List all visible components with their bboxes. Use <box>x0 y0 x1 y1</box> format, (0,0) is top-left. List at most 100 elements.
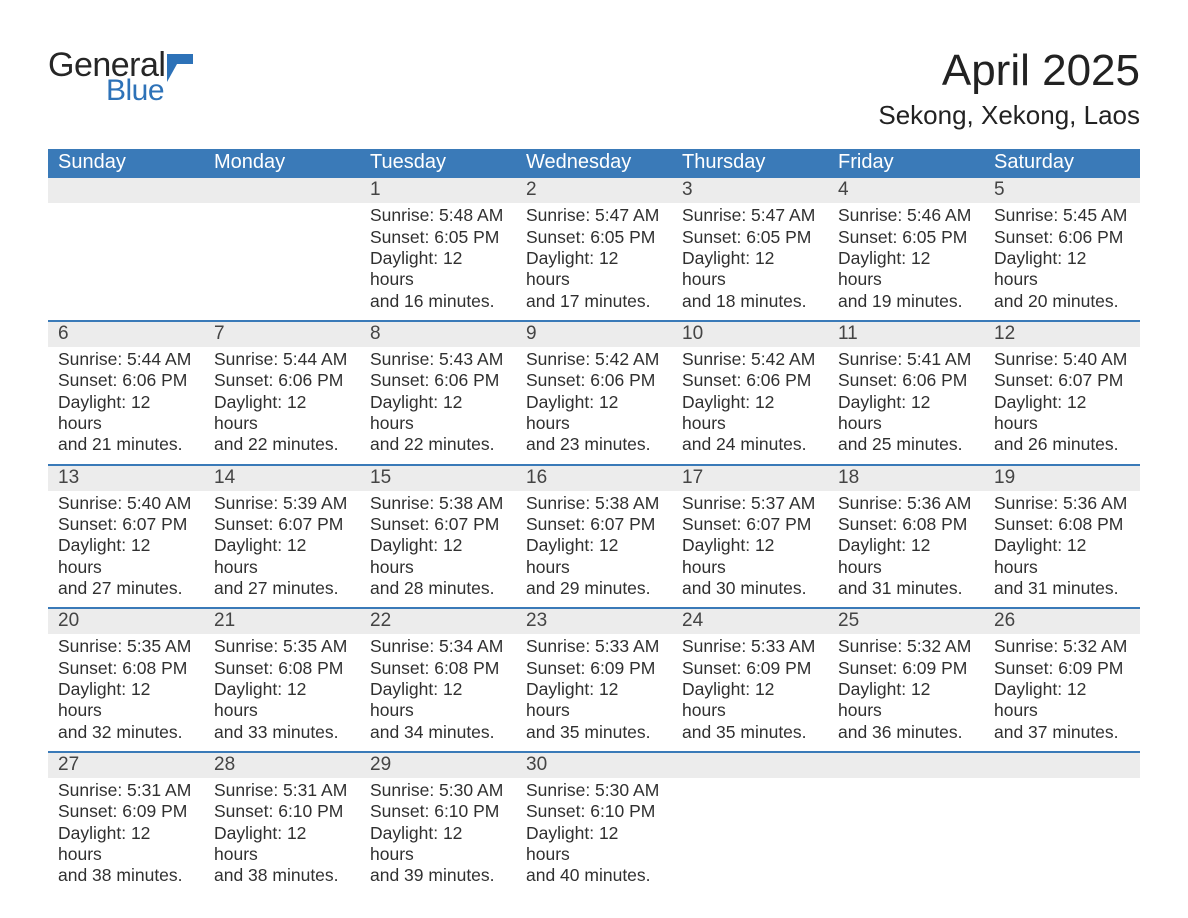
day-number: 1 <box>360 178 516 203</box>
day-details: Sunrise: 5:35 AMSunset: 6:08 PMDaylight:… <box>204 634 360 751</box>
day-number <box>828 751 984 778</box>
day-number: 16 <box>516 464 672 491</box>
day-details: Sunrise: 5:31 AMSunset: 6:10 PMDaylight:… <box>204 778 360 895</box>
day-details: Sunrise: 5:46 AMSunset: 6:05 PMDaylight:… <box>828 203 984 320</box>
calendar-cell: 26Sunrise: 5:32 AMSunset: 6:09 PMDayligh… <box>984 607 1140 751</box>
day-number: 27 <box>48 751 204 778</box>
calendar-week-row: 13Sunrise: 5:40 AMSunset: 6:07 PMDayligh… <box>48 464 1140 608</box>
weekday-header: Thursday <box>672 149 828 178</box>
weekday-header: Wednesday <box>516 149 672 178</box>
day-details: Sunrise: 5:35 AMSunset: 6:08 PMDaylight:… <box>48 634 204 751</box>
logo-word-2: Blue <box>106 76 165 106</box>
day-number: 2 <box>516 178 672 203</box>
calendar-cell: 25Sunrise: 5:32 AMSunset: 6:09 PMDayligh… <box>828 607 984 751</box>
day-details: Sunrise: 5:40 AMSunset: 6:07 PMDaylight:… <box>984 347 1140 464</box>
weekday-header: Monday <box>204 149 360 178</box>
header-bar: General Blue April 2025 Sekong, Xekong, … <box>48 48 1140 131</box>
day-number: 15 <box>360 464 516 491</box>
day-details: Sunrise: 5:30 AMSunset: 6:10 PMDaylight:… <box>516 778 672 895</box>
calendar-cell: 1Sunrise: 5:48 AMSunset: 6:05 PMDaylight… <box>360 178 516 320</box>
day-details: Sunrise: 5:38 AMSunset: 6:07 PMDaylight:… <box>360 491 516 608</box>
title-block: April 2025 Sekong, Xekong, Laos <box>878 48 1140 131</box>
day-number: 7 <box>204 320 360 347</box>
calendar-cell: 6Sunrise: 5:44 AMSunset: 6:06 PMDaylight… <box>48 320 204 464</box>
day-number: 24 <box>672 607 828 634</box>
calendar-cell: 15Sunrise: 5:38 AMSunset: 6:07 PMDayligh… <box>360 464 516 608</box>
day-details: Sunrise: 5:45 AMSunset: 6:06 PMDaylight:… <box>984 203 1140 320</box>
day-details: Sunrise: 5:47 AMSunset: 6:05 PMDaylight:… <box>516 203 672 320</box>
day-number: 5 <box>984 178 1140 203</box>
calendar-cell: 19Sunrise: 5:36 AMSunset: 6:08 PMDayligh… <box>984 464 1140 608</box>
day-number: 13 <box>48 464 204 491</box>
brand-logo: General Blue <box>48 48 201 106</box>
day-number: 8 <box>360 320 516 347</box>
calendar-cell: 3Sunrise: 5:47 AMSunset: 6:05 PMDaylight… <box>672 178 828 320</box>
day-number <box>48 178 204 203</box>
day-number: 6 <box>48 320 204 347</box>
day-number: 19 <box>984 464 1140 491</box>
calendar-cell: 21Sunrise: 5:35 AMSunset: 6:08 PMDayligh… <box>204 607 360 751</box>
calendar-cell: 27Sunrise: 5:31 AMSunset: 6:09 PMDayligh… <box>48 751 204 895</box>
day-number: 26 <box>984 607 1140 634</box>
calendar-cell: 9Sunrise: 5:42 AMSunset: 6:06 PMDaylight… <box>516 320 672 464</box>
weekday-header-row: SundayMondayTuesdayWednesdayThursdayFrid… <box>48 149 1140 178</box>
calendar-cell: 14Sunrise: 5:39 AMSunset: 6:07 PMDayligh… <box>204 464 360 608</box>
calendar-cell: 16Sunrise: 5:38 AMSunset: 6:07 PMDayligh… <box>516 464 672 608</box>
calendar-week-row: 20Sunrise: 5:35 AMSunset: 6:08 PMDayligh… <box>48 607 1140 751</box>
month-title: April 2025 <box>878 48 1140 94</box>
day-number: 12 <box>984 320 1140 347</box>
day-number: 30 <box>516 751 672 778</box>
day-details: Sunrise: 5:42 AMSunset: 6:06 PMDaylight:… <box>516 347 672 464</box>
day-number: 17 <box>672 464 828 491</box>
day-number <box>204 178 360 203</box>
day-details: Sunrise: 5:47 AMSunset: 6:05 PMDaylight:… <box>672 203 828 320</box>
calendar-cell: 17Sunrise: 5:37 AMSunset: 6:07 PMDayligh… <box>672 464 828 608</box>
day-number: 9 <box>516 320 672 347</box>
day-number: 4 <box>828 178 984 203</box>
calendar-cell: 11Sunrise: 5:41 AMSunset: 6:06 PMDayligh… <box>828 320 984 464</box>
day-number: 21 <box>204 607 360 634</box>
day-number: 3 <box>672 178 828 203</box>
day-details: Sunrise: 5:33 AMSunset: 6:09 PMDaylight:… <box>516 634 672 751</box>
weekday-header: Saturday <box>984 149 1140 178</box>
day-number <box>984 751 1140 778</box>
calendar-cell <box>672 751 828 895</box>
calendar-cell: 2Sunrise: 5:47 AMSunset: 6:05 PMDaylight… <box>516 178 672 320</box>
flag-icon <box>167 54 201 84</box>
calendar-cell: 20Sunrise: 5:35 AMSunset: 6:08 PMDayligh… <box>48 607 204 751</box>
day-number: 29 <box>360 751 516 778</box>
day-details: Sunrise: 5:34 AMSunset: 6:08 PMDaylight:… <box>360 634 516 751</box>
calendar-cell <box>48 178 204 320</box>
day-details: Sunrise: 5:37 AMSunset: 6:07 PMDaylight:… <box>672 491 828 608</box>
calendar-cell: 30Sunrise: 5:30 AMSunset: 6:10 PMDayligh… <box>516 751 672 895</box>
day-number: 14 <box>204 464 360 491</box>
calendar-cell: 8Sunrise: 5:43 AMSunset: 6:06 PMDaylight… <box>360 320 516 464</box>
day-details: Sunrise: 5:31 AMSunset: 6:09 PMDaylight:… <box>48 778 204 895</box>
day-number: 25 <box>828 607 984 634</box>
weekday-header: Tuesday <box>360 149 516 178</box>
day-details: Sunrise: 5:33 AMSunset: 6:09 PMDaylight:… <box>672 634 828 751</box>
calendar-cell <box>828 751 984 895</box>
day-details: Sunrise: 5:32 AMSunset: 6:09 PMDaylight:… <box>828 634 984 751</box>
day-details: Sunrise: 5:32 AMSunset: 6:09 PMDaylight:… <box>984 634 1140 751</box>
day-number: 20 <box>48 607 204 634</box>
day-number: 11 <box>828 320 984 347</box>
day-number: 28 <box>204 751 360 778</box>
calendar-cell: 28Sunrise: 5:31 AMSunset: 6:10 PMDayligh… <box>204 751 360 895</box>
calendar-cell: 22Sunrise: 5:34 AMSunset: 6:08 PMDayligh… <box>360 607 516 751</box>
day-details: Sunrise: 5:39 AMSunset: 6:07 PMDaylight:… <box>204 491 360 608</box>
calendar-grid: SundayMondayTuesdayWednesdayThursdayFrid… <box>48 149 1140 895</box>
calendar-cell: 23Sunrise: 5:33 AMSunset: 6:09 PMDayligh… <box>516 607 672 751</box>
calendar-week-row: 1Sunrise: 5:48 AMSunset: 6:05 PMDaylight… <box>48 178 1140 320</box>
location-subtitle: Sekong, Xekong, Laos <box>878 100 1140 131</box>
calendar-cell <box>984 751 1140 895</box>
calendar-page: General Blue April 2025 Sekong, Xekong, … <box>0 0 1188 895</box>
day-number <box>672 751 828 778</box>
day-number: 22 <box>360 607 516 634</box>
day-details: Sunrise: 5:38 AMSunset: 6:07 PMDaylight:… <box>516 491 672 608</box>
calendar-cell: 24Sunrise: 5:33 AMSunset: 6:09 PMDayligh… <box>672 607 828 751</box>
calendar-cell: 29Sunrise: 5:30 AMSunset: 6:10 PMDayligh… <box>360 751 516 895</box>
calendar-week-row: 27Sunrise: 5:31 AMSunset: 6:09 PMDayligh… <box>48 751 1140 895</box>
day-details: Sunrise: 5:44 AMSunset: 6:06 PMDaylight:… <box>204 347 360 464</box>
calendar-cell: 10Sunrise: 5:42 AMSunset: 6:06 PMDayligh… <box>672 320 828 464</box>
